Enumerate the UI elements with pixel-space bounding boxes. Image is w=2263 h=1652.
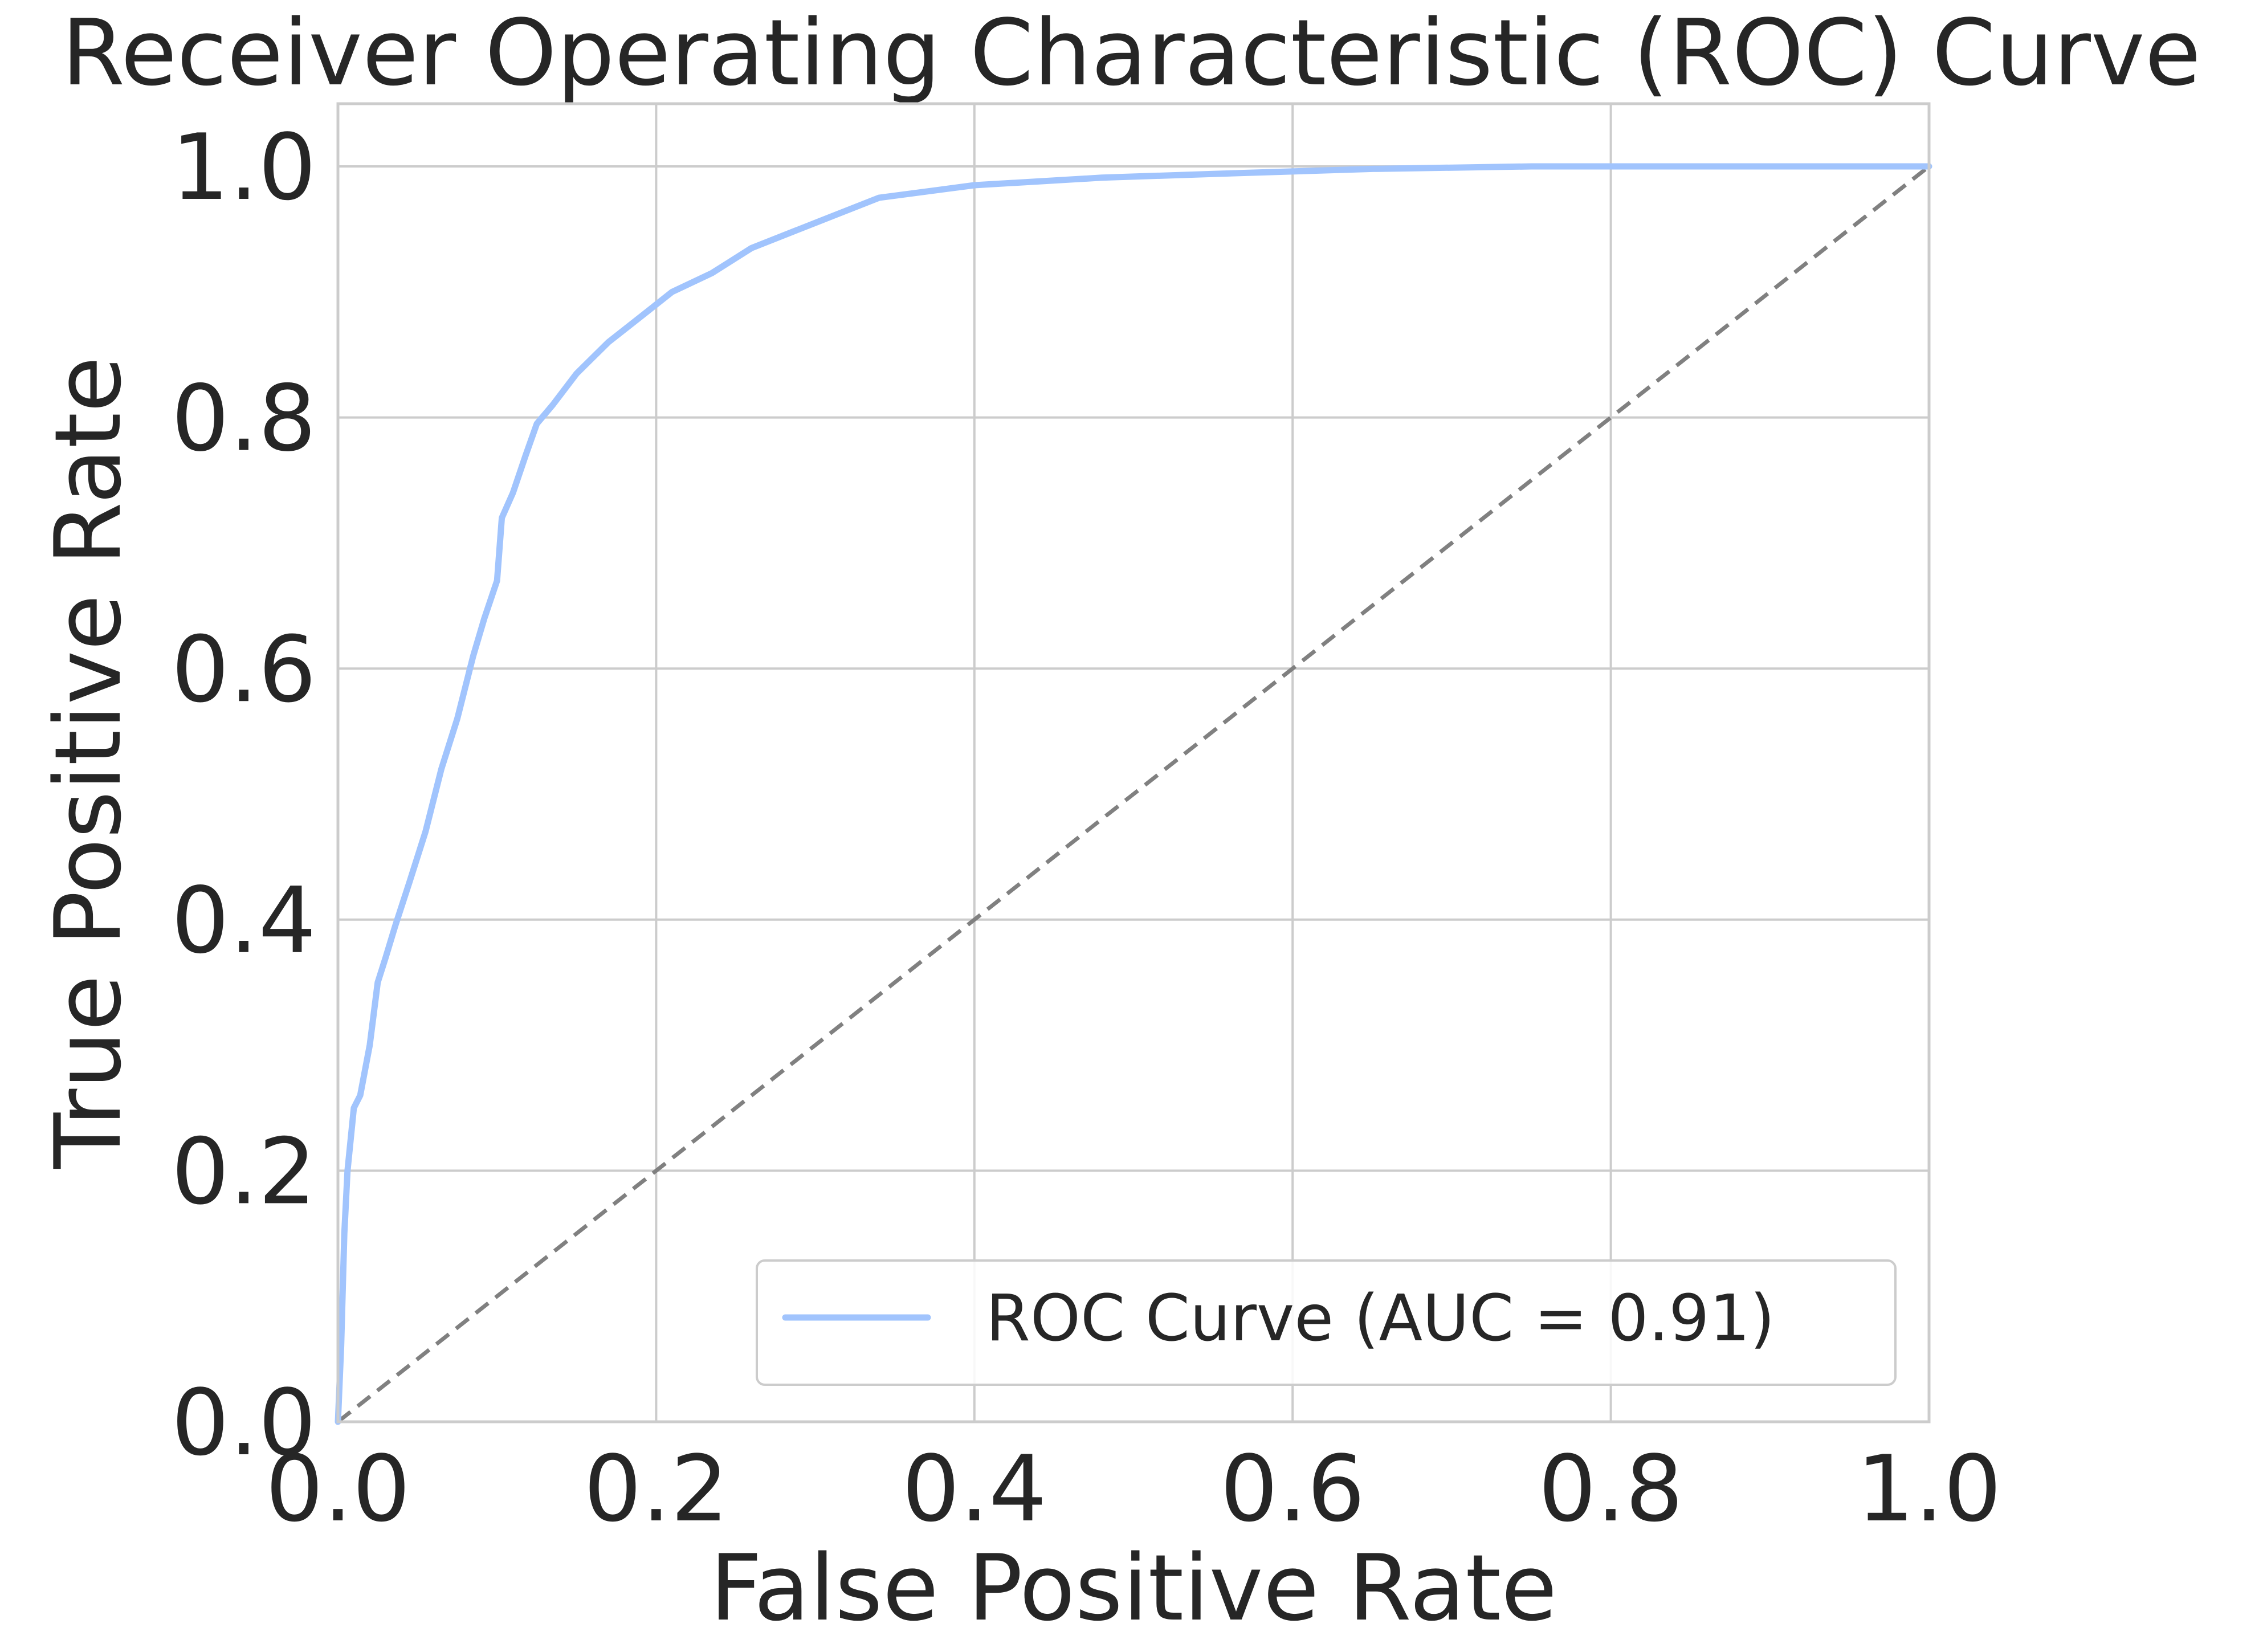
roc-curve-line: [335, 163, 1932, 1425]
x-tick-label-3: 0.6: [1220, 1435, 1365, 1542]
plot-lines: [335, 163, 1932, 1425]
y-tick-label-2: 0.4: [172, 867, 316, 974]
x-tick-labels: 0.0 0.2 0.4 0.6 0.8 1.0: [266, 1435, 2001, 1542]
x-axis-label: False Positive Rate: [710, 1535, 1557, 1641]
x-tick-label-5: 1.0: [1857, 1435, 2001, 1542]
chance-diagonal-line: [336, 165, 1931, 1423]
y-tick-labels: 0.0 0.2 0.4 0.6 0.8 1.0: [172, 114, 316, 1476]
x-tick-label-4: 0.8: [1538, 1435, 1683, 1542]
y-tick-label-1: 0.2: [172, 1118, 316, 1225]
legend-label: ROC Curve (AUC = 0.91): [986, 1282, 1775, 1356]
y-tick-label-4: 0.8: [172, 365, 316, 472]
plot-frame: [336, 102, 1931, 1423]
x-tick-label-2: 0.4: [902, 1435, 1047, 1542]
grid-lines: [337, 104, 1930, 1423]
y-tick-label-5: 1.0: [172, 114, 316, 221]
y-tick-label-0: 0.0: [172, 1369, 316, 1476]
y-tick-label-3: 0.6: [172, 616, 316, 723]
x-tick-label-0: 0.0: [266, 1435, 410, 1542]
legend: ROC Curve (AUC = 0.91): [756, 1259, 1897, 1386]
y-axis-label: True Positive Rate: [35, 356, 141, 1169]
x-tick-label-1: 0.2: [584, 1435, 728, 1542]
chart-title: Receiver Operating Characteristic (ROC) …: [62, 0, 2201, 106]
legend-box: [756, 1259, 1897, 1386]
